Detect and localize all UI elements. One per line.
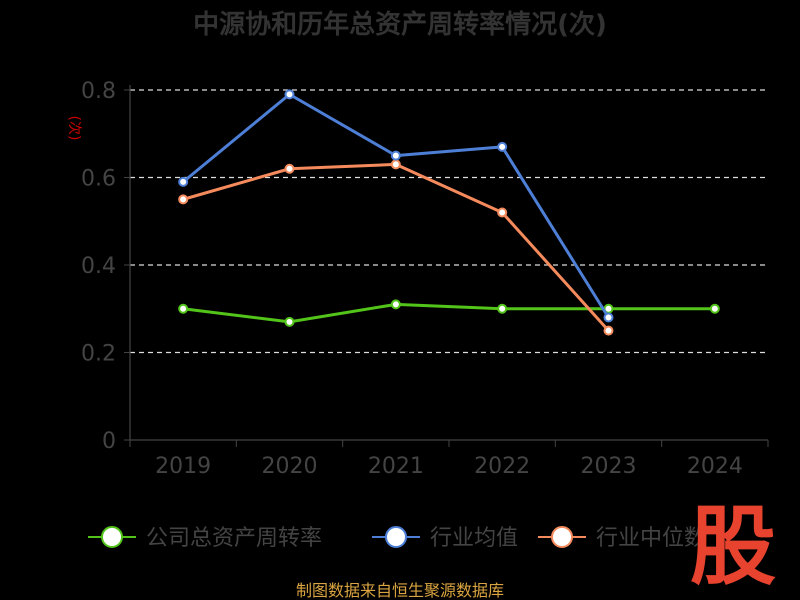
series-0 bbox=[178, 299, 720, 327]
x-tick-label: 2022 bbox=[474, 454, 530, 479]
series-line bbox=[182, 302, 715, 324]
y-tick-label: 0.6 bbox=[81, 167, 116, 192]
watermark-logo: 股 bbox=[690, 497, 776, 597]
series-line bbox=[182, 92, 610, 319]
legend-marker bbox=[551, 526, 573, 548]
data-point[interactable] bbox=[603, 312, 614, 323]
data-point[interactable] bbox=[497, 303, 508, 314]
y-tick-label: 0.2 bbox=[81, 342, 116, 367]
data-point[interactable] bbox=[284, 89, 295, 100]
data-point[interactable] bbox=[603, 325, 614, 336]
series-group bbox=[178, 89, 720, 336]
series-2 bbox=[178, 159, 614, 336]
data-point[interactable] bbox=[497, 141, 508, 152]
grid-lines bbox=[130, 89, 768, 354]
data-point[interactable] bbox=[497, 207, 508, 218]
legend-label: 行业均值 bbox=[430, 526, 518, 551]
x-tick-label: 2019 bbox=[155, 454, 211, 479]
y-axis-label: (次) bbox=[66, 116, 82, 141]
legend-marker bbox=[101, 526, 123, 548]
legend-item-1[interactable]: 行业均值 bbox=[372, 526, 518, 551]
data-point[interactable] bbox=[390, 159, 401, 170]
legend[interactable]: 公司总资产周转率 行业均值 行业中位数 bbox=[88, 526, 706, 551]
y-tick-labels: 0 0.2 0.4 0.6 0.8 bbox=[81, 79, 116, 454]
series-1 bbox=[178, 89, 614, 323]
y-tick-label: 0.8 bbox=[81, 79, 116, 104]
axes bbox=[124, 85, 769, 447]
legend-item-2[interactable]: 行业中位数 bbox=[538, 526, 706, 551]
data-point[interactable] bbox=[178, 176, 189, 187]
legend-label: 公司总资产周转率 bbox=[146, 526, 322, 551]
x-tick-label: 2023 bbox=[581, 454, 637, 479]
legend-item-0[interactable]: 公司总资产周转率 bbox=[88, 526, 322, 551]
data-point[interactable] bbox=[284, 163, 295, 174]
chart-title: 中源协和历年总资产周转率情况(次) bbox=[193, 9, 607, 40]
legend-label: 行业中位数 bbox=[596, 526, 706, 551]
source-note: 制图数据来自恒生聚源数据库 bbox=[296, 581, 504, 600]
data-point[interactable] bbox=[284, 316, 295, 327]
data-point[interactable] bbox=[709, 303, 720, 314]
x-tick-label: 2020 bbox=[262, 454, 318, 479]
data-point[interactable] bbox=[390, 150, 401, 161]
x-tick-labels: 2019 2020 2021 2022 2023 2024 bbox=[155, 454, 743, 479]
data-point[interactable] bbox=[178, 303, 189, 314]
y-tick-label: 0 bbox=[102, 429, 116, 454]
y-tick-label: 0.4 bbox=[81, 254, 116, 279]
data-point[interactable] bbox=[390, 299, 401, 310]
x-tick-label: 2021 bbox=[368, 454, 424, 479]
x-tick-label: 2024 bbox=[687, 454, 743, 479]
legend-marker bbox=[385, 526, 407, 548]
data-point[interactable] bbox=[178, 194, 189, 205]
